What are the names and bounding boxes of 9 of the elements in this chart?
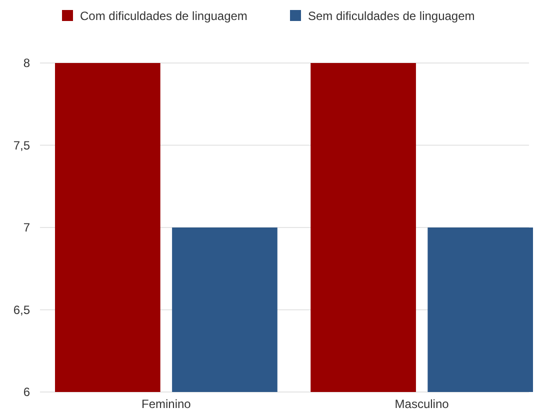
y-tick-label: 8 — [23, 56, 30, 70]
y-tick-label: 6 — [23, 385, 30, 400]
legend-label: Com dificuldades de linguagem — [80, 9, 248, 23]
legend-label: Sem dificuldades de linguagem — [308, 9, 475, 23]
y-tick-label: 7 — [23, 220, 30, 235]
x-tick-label: Feminino — [142, 397, 192, 411]
x-tick-label: Masculino — [394, 397, 450, 411]
y-tick-label: 7,5 — [13, 138, 30, 152]
y-tick-label: 6,5 — [13, 302, 30, 317]
